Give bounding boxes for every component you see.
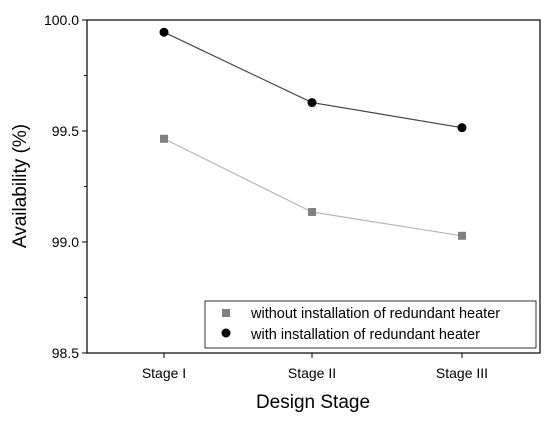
y-tick-label: 100.0: [44, 12, 79, 28]
legend-marker-square: [222, 309, 230, 317]
legend: without installation of redundant heater…: [204, 300, 537, 349]
y-tick-label: 98.5: [52, 345, 79, 361]
series-layer: [159, 27, 467, 240]
x-tick-label: Stage II: [288, 365, 336, 381]
y-tick-label: 99.5: [52, 123, 79, 139]
x-axis-title: Design Stage: [256, 392, 370, 413]
legend-label-with-heater: with installation of redundant heater: [250, 327, 480, 343]
data-point-circle: [159, 27, 169, 37]
data-point-square: [308, 208, 316, 217]
y-axis-title: Availability (%): [10, 124, 31, 248]
legend-box: [204, 300, 537, 349]
y-tick-label: 99.0: [52, 234, 79, 250]
data-point-square: [458, 231, 466, 240]
legend-label-without-heater: without installation of redundant heater: [250, 306, 500, 322]
legend-marker-circle: [221, 328, 231, 338]
plot-area: [86, 19, 541, 354]
data-point-circle: [307, 98, 317, 108]
x-tick-label: Stage III: [436, 365, 488, 381]
x-tick-label: Stage I: [142, 365, 186, 381]
data-point-square: [160, 134, 168, 143]
x-axis: Stage I Stage II Stage III: [142, 353, 488, 381]
data-point-circle: [457, 123, 467, 133]
y-axis: 98.5 99.0 99.5 100.0: [44, 12, 87, 361]
